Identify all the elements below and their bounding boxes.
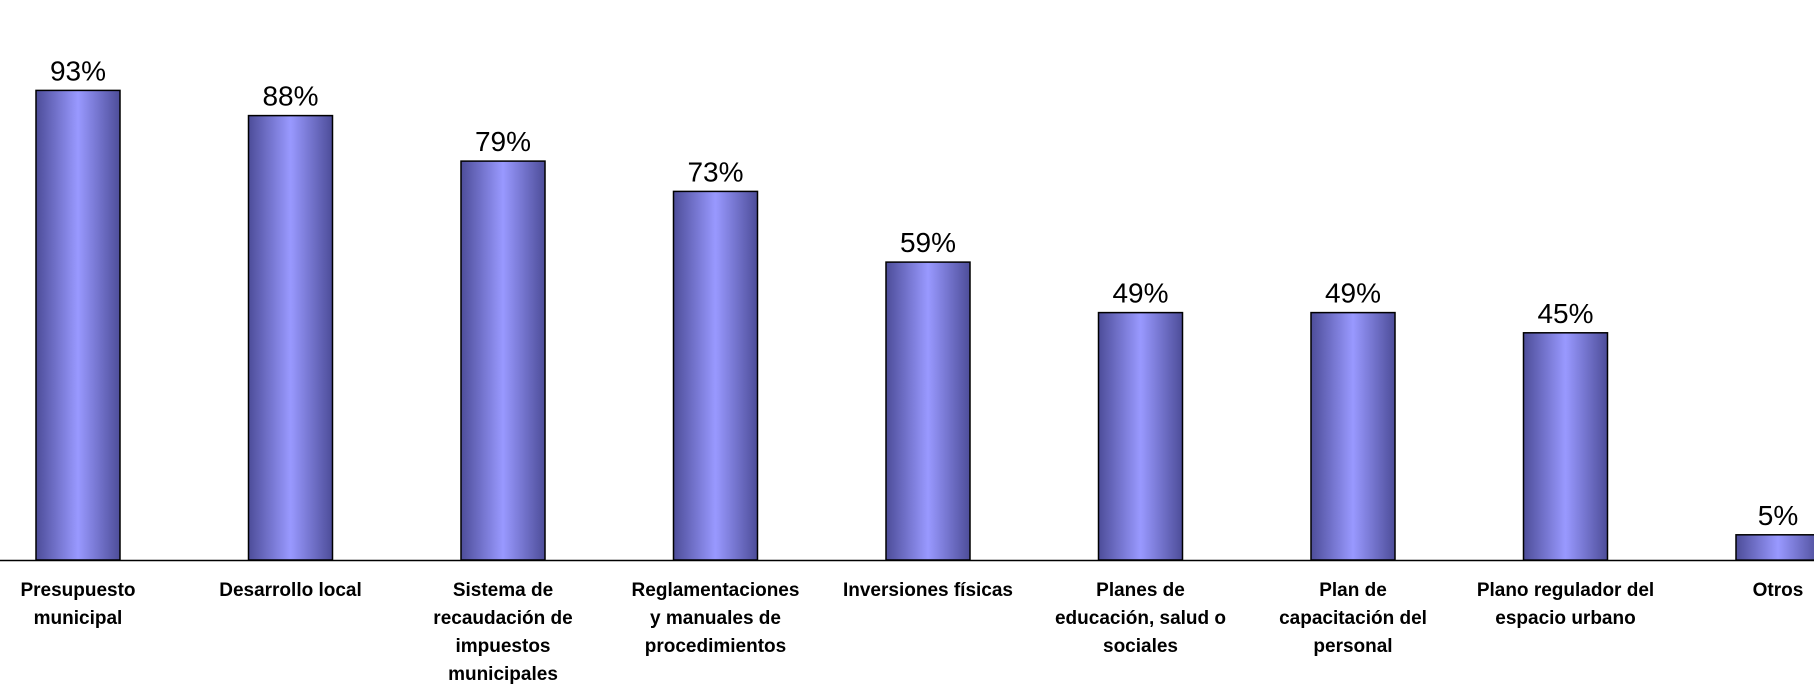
category-label-8: Otros — [1753, 580, 1804, 601]
category-label-7: Plano regulador del espacio urbano — [1477, 580, 1654, 629]
bar-2 — [460, 160, 546, 561]
value-label-3: 73% — [687, 156, 743, 187]
category-labels-group: Presupuesto municipal Desarrollo local Sist… — [20, 580, 1803, 685]
value-label-5: 49% — [1112, 278, 1168, 309]
bar-1 — [247, 114, 334, 561]
category-label-5: Planes de educación, salud o sociales — [1055, 580, 1226, 657]
bar-5 — [1097, 311, 1184, 561]
category-label-line: capacitación del — [1279, 608, 1427, 629]
bar-3 — [672, 190, 759, 561]
value-label-8: 5% — [1758, 500, 1798, 531]
value-label-4: 59% — [900, 227, 956, 258]
category-label-2: Sistema de recaudación de impuestos municip… — [433, 580, 572, 685]
category-label-3: Reglamentaciones y manuales de procedimien… — [632, 580, 800, 657]
category-label-line: Reglamentaciones — [632, 580, 800, 601]
bars-group — [35, 89, 1814, 561]
category-label-line: Desarrollo local — [219, 580, 362, 601]
category-label-line: procedimientos — [645, 636, 786, 657]
category-label-line: personal — [1313, 636, 1392, 657]
category-label-6: Plan de capacitación del personal — [1279, 580, 1427, 657]
bar-6 — [1310, 311, 1396, 561]
category-label-line: municipales — [448, 664, 558, 685]
value-label-0: 93% — [50, 55, 106, 86]
category-label-line: Sistema de — [453, 580, 553, 601]
category-label-4: Inversiones físicas — [843, 580, 1013, 601]
bar-0 — [35, 89, 121, 561]
category-label-1: Desarrollo local — [219, 580, 362, 601]
value-label-1: 88% — [262, 81, 318, 112]
category-label-line: Otros — [1753, 580, 1804, 601]
category-label-line: Plano regulador del — [1477, 580, 1654, 601]
category-label-line: impuestos — [455, 636, 550, 657]
category-label-line: espacio urbano — [1495, 608, 1635, 629]
category-label-line: recaudación de — [433, 608, 572, 629]
category-label-line: sociales — [1103, 636, 1178, 657]
category-label-line: Presupuesto — [20, 580, 135, 601]
value-label-6: 49% — [1325, 278, 1381, 309]
bar-8 — [1735, 534, 1814, 561]
category-label-line: municipal — [34, 608, 123, 629]
value-labels-group: 93% 88% 79% 73% 59% 49% 49% 45% 5% — [50, 55, 1798, 530]
bar-7 — [1522, 332, 1609, 561]
category-label-line: Planes de — [1096, 580, 1185, 601]
value-label-7: 45% — [1537, 298, 1593, 329]
category-label-line: Inversiones físicas — [843, 580, 1013, 601]
category-label-0: Presupuesto municipal — [20, 580, 135, 629]
category-label-line: y manuales de — [650, 608, 781, 629]
category-label-line: educación, salud o — [1055, 608, 1226, 629]
category-label-line: Plan de — [1319, 580, 1387, 601]
bar-4 — [885, 261, 971, 561]
value-label-2: 79% — [475, 126, 531, 157]
